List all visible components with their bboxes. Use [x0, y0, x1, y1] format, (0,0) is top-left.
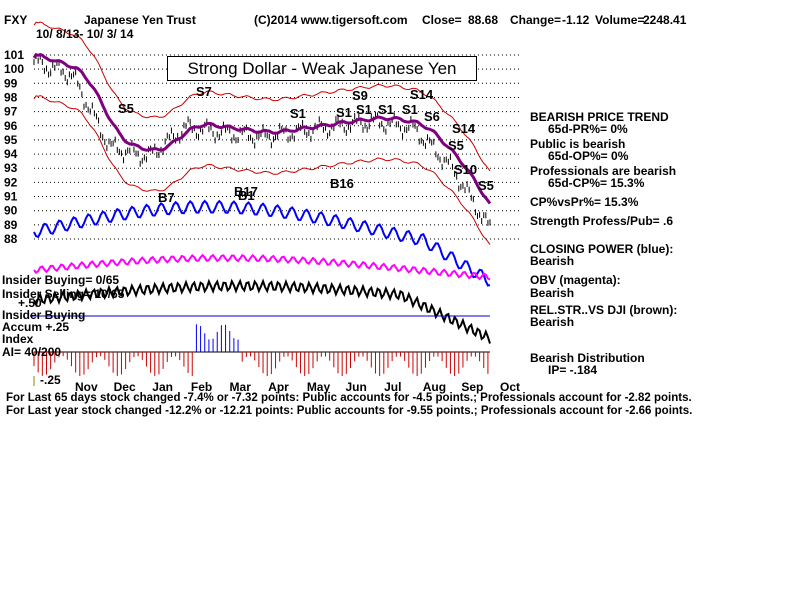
closing-power-title: CLOSING POWER (blue): — [530, 242, 674, 256]
footer-last-year: For Last year stock changed -12.2% or -1… — [6, 405, 693, 417]
y-tick-label: 89 — [4, 218, 18, 232]
strength-profess-pub: Strength Profess/Pub= .6 — [530, 214, 674, 228]
y-tick-label: 94 — [4, 147, 18, 161]
close-label: Close= — [422, 13, 462, 27]
insider-buying-label: Insider Buying — [2, 308, 86, 322]
closing-power-path — [33, 199, 491, 287]
public-title: Public is bearish — [530, 137, 626, 151]
change-label: Change= — [510, 13, 562, 27]
month-axis: Nov Dec Jan Feb Mar Apr May Jun Jul Aug Sep Oct — [75, 380, 520, 394]
insider-selling-count: Insider Selling= 10/65 — [2, 287, 125, 301]
closing-power-line — [33, 199, 491, 287]
signal-s6: S6 — [424, 109, 440, 124]
y-tick-label: 95 — [4, 133, 18, 147]
signal-s9: S9 — [352, 88, 368, 103]
relative-strength-line — [33, 278, 491, 344]
signal-s1: S1 — [356, 102, 372, 117]
change-value: -1.12 — [562, 13, 590, 27]
y-tick-label: 100 — [4, 62, 24, 76]
signal-b17: B17 — [234, 184, 258, 199]
y-tick-label: 91 — [4, 190, 18, 204]
x-tick-label: Oct — [500, 380, 520, 394]
bollinger-bands — [32, 21, 492, 245]
prof-title: Professionals are bearish — [530, 164, 677, 178]
obv-value: Bearish — [530, 286, 575, 300]
signal-s5: S5 — [448, 138, 464, 153]
upper-band — [33, 21, 491, 172]
x-tick-label: Sep — [461, 380, 483, 394]
volume-label: Volume= — [595, 13, 645, 27]
footer-65-days: For Last 65 days stock changed -7.4% or … — [6, 392, 692, 404]
copyright: (C)2014 www.tigersoft.com — [254, 13, 408, 27]
signal-s10: S10 — [454, 162, 477, 177]
obv-line — [33, 253, 491, 281]
x-tick-label: Nov — [75, 380, 98, 394]
rel-strength-path — [33, 278, 491, 344]
signal-s1: S1 — [378, 102, 394, 117]
close-value: 88.68 — [468, 13, 499, 27]
y-tick-label: 99 — [4, 76, 18, 90]
volume-value: 2248.41 — [643, 13, 687, 27]
moving-average — [32, 53, 492, 205]
signal-s1: S1 — [336, 105, 352, 120]
relstr-title: REL.STR..VS DJI (brown): — [530, 303, 678, 317]
y-tick-label: 90 — [4, 204, 18, 218]
obv-title: OBV (magenta): — [530, 273, 621, 287]
lower-band — [33, 95, 491, 245]
x-tick-label: Jan — [152, 380, 173, 394]
accum-label: Accum +.25 — [2, 320, 70, 334]
signal-s1: S1 — [402, 102, 418, 117]
signal-b1: B1 — [238, 188, 255, 203]
accum-level-50: +.50 — [18, 296, 42, 310]
y-tick-label: 93 — [4, 161, 18, 175]
x-tick-label: Aug — [423, 380, 446, 394]
x-tick-label: Jul — [384, 380, 401, 394]
y-tick-label: 88 — [4, 232, 18, 246]
trend-title: BEARISH PRICE TREND — [530, 110, 669, 124]
x-tick-label: Jun — [345, 380, 366, 394]
signal-s14: S14 — [410, 87, 434, 102]
accumulation-index-bars — [33, 324, 490, 376]
signal-s5: S5 — [478, 178, 494, 193]
y-tick-label: 101 — [4, 48, 24, 62]
accum-level-minus-25: -.25 — [40, 373, 61, 387]
signal-s14: S14 — [452, 121, 476, 136]
x-tick-label: Apr — [268, 380, 289, 394]
ip-line: IP= -.184 — [548, 363, 598, 377]
closing-power-value: Bearish — [530, 254, 575, 268]
distribution-title: Bearish Distribution — [530, 351, 645, 365]
cp-line: 65d-CP%= 15.3% — [548, 176, 645, 190]
relstr-value: Bearish — [530, 315, 575, 329]
y-tick-label: 92 — [4, 175, 18, 189]
fund-name: Japanese Yen Trust — [84, 13, 196, 27]
x-tick-label: Dec — [114, 380, 136, 394]
y-tick-label: 97 — [4, 105, 18, 119]
signal-s1: S1 — [290, 106, 306, 121]
pr-line: 65d-PR%= 0% — [548, 122, 628, 136]
x-tick-label: Feb — [191, 380, 212, 394]
signal-b7: B7 — [158, 190, 175, 205]
x-tick-label: May — [307, 380, 331, 394]
cp-vs-pr: CP%vsPr%= 15.3% — [530, 195, 639, 209]
date-range: 10/ 8/13- 10/ 3/ 14 — [36, 27, 134, 41]
index-label: Index — [2, 332, 34, 346]
y-tick-label: 98 — [4, 90, 18, 104]
ai-label: AI= 40/200 — [2, 345, 62, 359]
obv-path — [33, 253, 491, 281]
insider-buying-count: Insider Buying= 0/65 — [2, 273, 120, 287]
ticker: FXY — [4, 13, 28, 27]
y-tick-label: 96 — [4, 119, 18, 133]
chart-banner: Strong Dollar - Weak Japanese Yen — [167, 56, 477, 81]
x-tick-label: Mar — [230, 380, 252, 394]
op-line: 65d-OP%= 0% — [548, 149, 629, 163]
signal-s7: S7 — [196, 84, 212, 99]
signal-b16: B16 — [330, 176, 354, 191]
signal-s5: S5 — [118, 101, 134, 116]
